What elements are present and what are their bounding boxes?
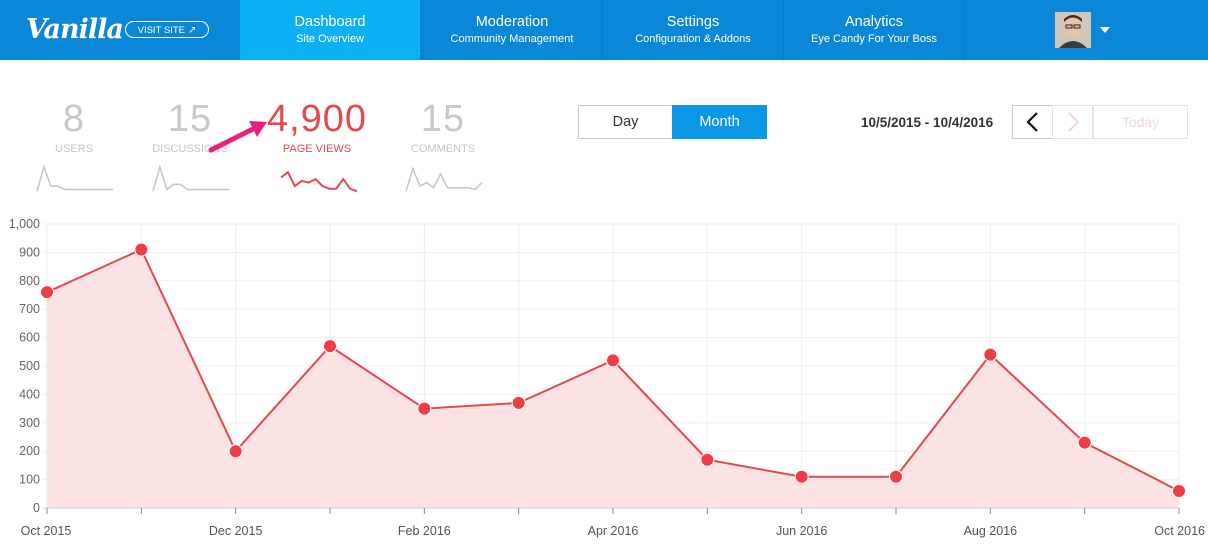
user-avatar[interactable]: [1055, 12, 1091, 48]
stat-discussions[interactable]: 15 DISCUSSIONS: [135, 98, 245, 155]
today-button[interactable]: Today: [1093, 105, 1188, 139]
arrow-up-right-icon: ↗: [187, 25, 197, 36]
day-button[interactable]: Day: [578, 105, 673, 139]
sparkline-path: [280, 170, 358, 193]
y-tick-label: 800: [19, 274, 40, 288]
chevron-right-icon: [1068, 112, 1080, 132]
stat-label: PAGE VIEWS: [282, 143, 352, 155]
tab-subtitle: Configuration & Addons: [635, 33, 751, 45]
y-tick-label: 600: [19, 331, 40, 345]
x-tick-label: Aug 2016: [964, 524, 1018, 538]
tab-title: Dashboard: [294, 14, 366, 30]
stat-label: DISCUSSIONS: [152, 143, 228, 155]
annotation-arrow: [208, 121, 267, 153]
data-point[interactable]: [983, 347, 998, 362]
x-tick-label: Jun 2016: [776, 524, 827, 538]
visit-site-button[interactable]: VISIT SITE ↗: [125, 21, 209, 38]
tab-analytics[interactable]: Analytics Eye Candy For Your Boss: [783, 0, 964, 60]
y-tick-label: 500: [19, 359, 40, 373]
sparkline-path: [405, 166, 483, 192]
data-point[interactable]: [134, 242, 149, 257]
x-tick-label: Oct 2016: [1154, 524, 1205, 538]
stat-value: 4,900: [266, 98, 368, 140]
y-tick-label: 200: [19, 444, 40, 458]
tab-moderation[interactable]: Moderation Community Management: [421, 0, 602, 60]
stat-value: 15: [420, 98, 466, 140]
stat-value: 15: [167, 98, 213, 140]
stat-label: USERS: [55, 143, 93, 155]
data-point[interactable]: [794, 469, 809, 484]
tab-title: Analytics: [844, 14, 904, 30]
page-views-chart: 0 100 200 300 400 500 600 700 800 900 1,000 Oct 201…: [9, 217, 1205, 538]
y-tick-label: 1,000: [9, 217, 40, 231]
x-tick-label: Feb 2016: [398, 524, 451, 538]
y-tick-label: 700: [19, 302, 40, 316]
data-point[interactable]: [1077, 435, 1092, 450]
visit-site-label: VISIT SITE: [137, 25, 185, 36]
y-tick-label: 0: [33, 501, 40, 515]
date-range: 10/5/2015 - 10/4/2016: [861, 115, 994, 130]
sparkline-users: [36, 164, 113, 192]
caret-down-icon[interactable]: [1100, 27, 1110, 33]
stat-comments[interactable]: 15 COMMENTS: [388, 98, 498, 155]
sparkline-path: [152, 164, 229, 192]
sparkline-comments: [405, 166, 483, 192]
x-tick-label: Oct 2015: [21, 524, 72, 538]
previous-period-button[interactable]: [1012, 105, 1053, 139]
data-point[interactable]: [323, 339, 337, 354]
data-point[interactable]: [228, 444, 243, 459]
tab-title: Moderation: [475, 14, 549, 30]
sparkline-discussions: [152, 164, 229, 192]
data-point[interactable]: [700, 452, 715, 467]
nav-divider: [963, 0, 964, 60]
x-tick-label: Dec 2015: [209, 524, 263, 538]
stat-page-views[interactable]: 4,900 PAGE VIEWS: [262, 98, 372, 155]
data-point[interactable]: [1172, 483, 1186, 498]
stat-label: COMMENTS: [410, 143, 476, 155]
vanilla-logo[interactable]: Vanilla: [26, 14, 124, 45]
y-tick-label: 300: [19, 416, 40, 430]
stat-users[interactable]: 8 USERS: [19, 98, 129, 155]
data-point[interactable]: [40, 285, 54, 300]
data-point[interactable]: [511, 395, 526, 410]
next-period-button[interactable]: [1052, 105, 1093, 139]
y-tick-label: 400: [19, 387, 40, 401]
area-fill: [47, 249, 1179, 508]
tab-dashboard[interactable]: Dashboard Site Overview: [240, 0, 420, 60]
tab-subtitle: Eye Candy For Your Boss: [811, 33, 937, 45]
data-point[interactable]: [606, 353, 620, 368]
stat-value: 8: [62, 98, 86, 140]
month-button[interactable]: Month: [672, 105, 767, 139]
data-point[interactable]: [889, 469, 903, 484]
y-tick-label: 100: [19, 473, 40, 487]
tab-settings[interactable]: Settings Configuration & Addons: [602, 0, 783, 60]
sparkline-page-views: [280, 170, 358, 193]
x-tick-label: Apr 2016: [588, 524, 639, 538]
y-tick-label: 900: [19, 245, 40, 259]
top-nav-bar: Vanilla VISIT SITE ↗ Dashboard Site Overv…: [0, 0, 1208, 60]
tab-subtitle: Site Overview: [296, 33, 364, 45]
tab-title: Settings: [666, 14, 720, 30]
chevron-left-icon: [1026, 112, 1038, 132]
data-point[interactable]: [417, 401, 432, 416]
sparkline-path: [36, 164, 113, 192]
tab-subtitle: Community Management: [450, 33, 574, 45]
